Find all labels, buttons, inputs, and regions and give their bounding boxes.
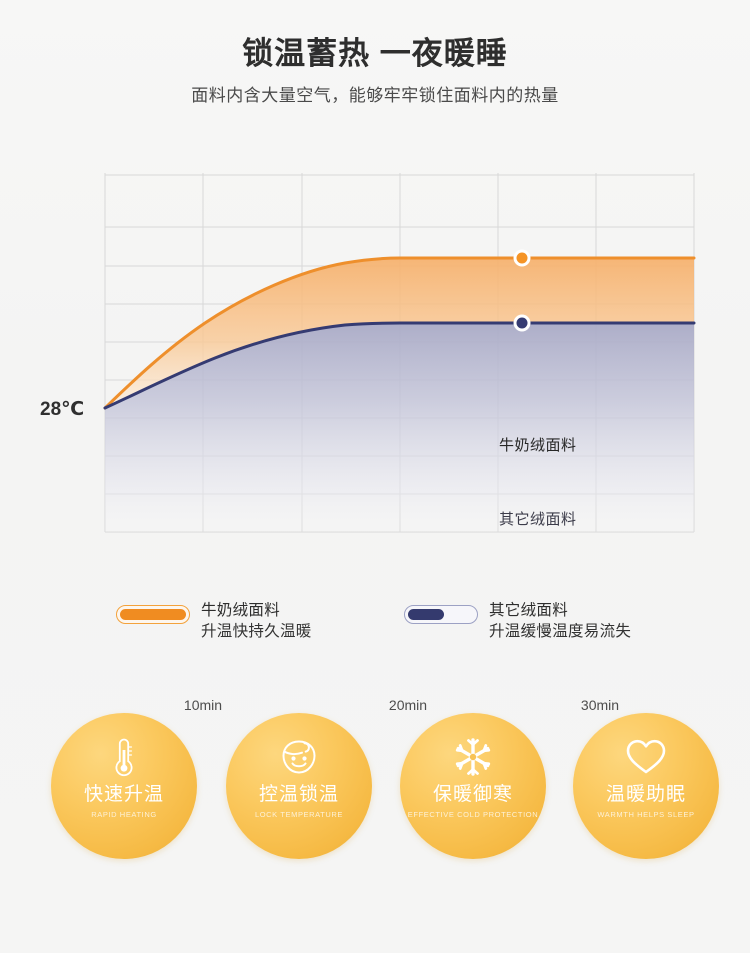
page-header: 锁温蓄热 一夜暖睡 面料内含大量空气，能够牢牢锁住面料内的热量 [0,34,750,108]
legend-name-milk: 牛奶绒面料 [201,602,281,619]
legend-swatch-other [404,605,478,624]
feature-sub: EFFECTIVE COLD PROTECTION [407,810,539,819]
feature-name: 保暖御寒 [432,784,513,805]
series-line-milk [103,256,696,410]
series-marker-other [513,314,531,332]
legend-name-other: 其它绒面料 [489,602,569,619]
snowflake-icon [452,735,494,779]
x-tick-20min: 20min [388,697,428,713]
baby-face-icon [277,735,321,779]
x-tick-10min: 10min [183,697,223,713]
feature-badge-rapid-heating: 快速升温 RAPID HEATING [51,713,197,859]
series-label-milk: 牛奶绒面料 [499,437,577,454]
feature-badge-helps-sleep: 温暖助眠 WARMTH HELPS SLEEP [573,713,719,859]
y-axis-annotation: 28℃ [40,399,85,420]
legend-item-milk: 牛奶绒面料 升温快持久温暖 [116,600,312,642]
feature-name: 控温锁温 [258,784,339,805]
legend-item-other: 其它绒面料 升温缓慢温度易流失 [404,600,631,642]
feature-name: 温暖助眠 [605,784,686,805]
x-tick-30min: 30min [580,697,620,713]
legend-swatch-milk [116,605,190,624]
feature-sub: WARMTH HELPS SLEEP [597,810,695,819]
feature-name: 快速升温 [83,784,164,805]
feature-sub: RAPID HEATING [91,810,157,819]
chart-legend: 牛奶绒面料 升温快持久温暖 其它绒面料 升温缓慢温度易流失 [0,600,750,660]
chart-plot-area [103,173,696,533]
series-area-other [105,323,694,532]
series-line-other [103,321,696,410]
feature-badges: 快速升温 RAPID HEATING 控温锁温 LOCK TEMPERATURE [0,713,750,863]
series-label-other: 其它绒面料 [499,511,577,528]
feature-badge-cold-protection: 保暖御寒 EFFECTIVE COLD PROTECTION [400,713,546,859]
legend-desc-other: 升温缓慢温度易流失 [489,623,632,640]
feature-sub: LOCK TEMPERATURE [254,810,344,819]
heart-icon [624,735,668,779]
page-title: 锁温蓄热 一夜暖睡 [242,36,508,71]
series-marker-milk [513,249,531,267]
feature-badge-lock-temperature: 控温锁温 LOCK TEMPERATURE [226,713,372,859]
thermometer-icon [111,735,137,779]
page-subtitle: 面料内含大量空气，能够牢牢锁住面料内的热量 [191,86,559,105]
legend-desc-milk: 升温快持久温暖 [201,623,312,640]
temperature-chart: 28℃ [0,160,750,713]
